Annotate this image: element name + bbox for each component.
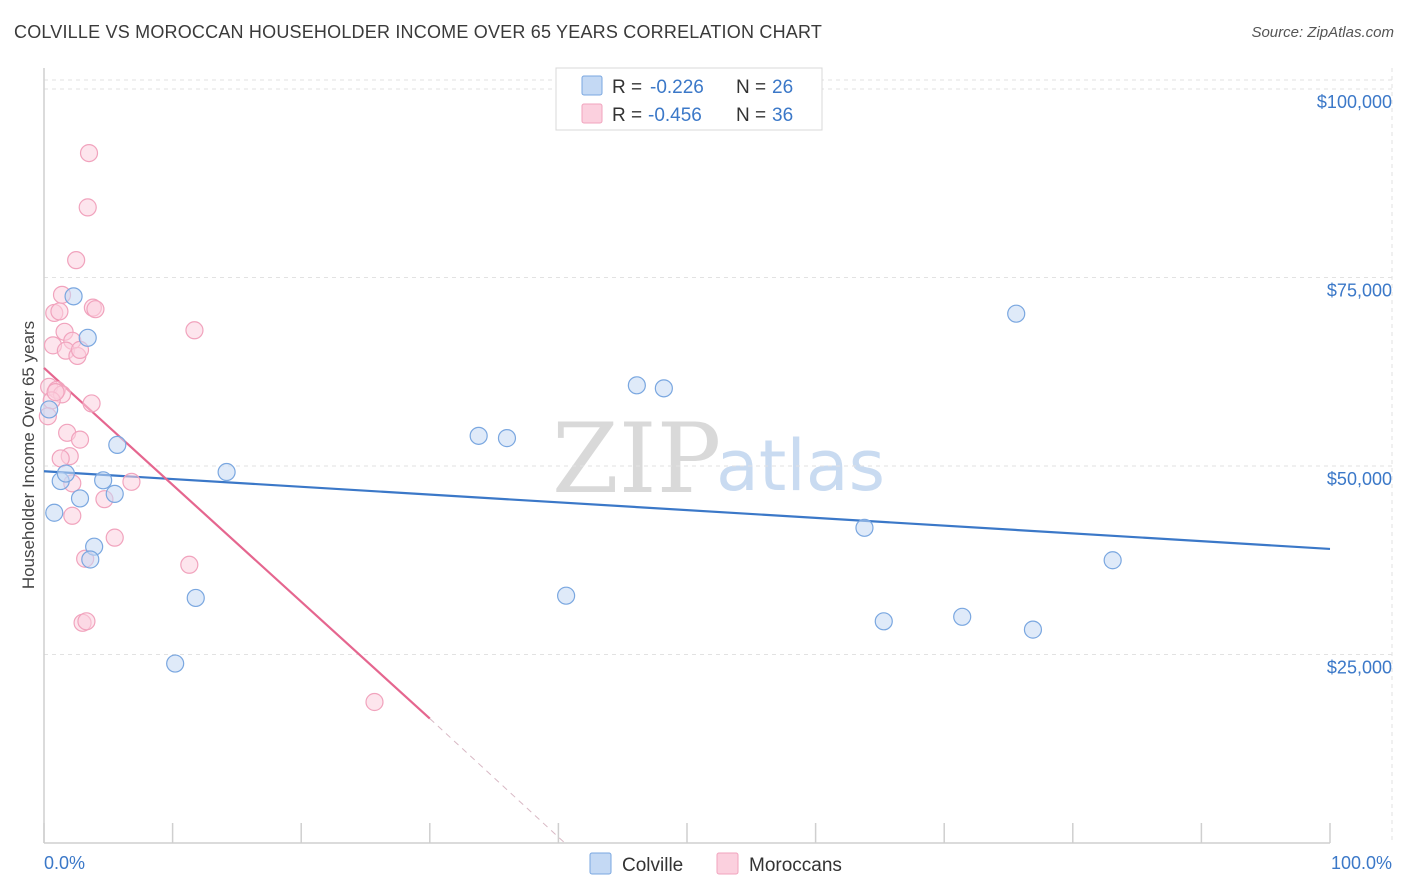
point-colville bbox=[40, 400, 59, 419]
bottom-legend-colville: Colville bbox=[622, 855, 683, 876]
point-colville bbox=[45, 503, 64, 522]
legend-swatch-moroccans bbox=[581, 103, 603, 124]
point-moroccans bbox=[79, 143, 99, 163]
point-moroccans bbox=[78, 198, 97, 217]
point-colville bbox=[186, 588, 205, 608]
legend-r-label: R = bbox=[612, 105, 642, 126]
point-colville bbox=[874, 612, 893, 631]
legend-n-moroccans: 36 bbox=[772, 105, 793, 126]
point-colville bbox=[1023, 620, 1043, 639]
point-colville bbox=[497, 429, 517, 448]
legend-n-colville: 26 bbox=[772, 77, 793, 98]
point-colville bbox=[469, 426, 488, 445]
watermark-atlas: atlas bbox=[716, 425, 885, 507]
point-moroccans bbox=[70, 430, 90, 449]
point-colville bbox=[108, 435, 127, 454]
point-moroccans bbox=[82, 394, 101, 413]
point-moroccans bbox=[77, 612, 96, 631]
legend-r-colville: -0.226 bbox=[650, 77, 704, 98]
chart-title: COLVILLE VS MOROCCAN HOUSEHOLDER INCOME … bbox=[14, 22, 823, 42]
trend-line-moroccans bbox=[43, 367, 431, 720]
point-colville bbox=[627, 376, 646, 395]
point-moroccans bbox=[180, 555, 199, 574]
trend-line-colville bbox=[43, 470, 1331, 551]
bottom-legend-swatch-colville bbox=[589, 852, 612, 875]
trend-line-moroccans-extension bbox=[429, 718, 566, 844]
point-moroccans bbox=[86, 300, 105, 319]
point-colville bbox=[56, 464, 75, 483]
point-moroccans bbox=[105, 528, 124, 547]
y-tick-label: $50,000 bbox=[1327, 469, 1392, 489]
point-moroccans bbox=[50, 302, 69, 321]
bottom-legend-moroccans: Moroccans bbox=[749, 855, 842, 876]
point-colville bbox=[81, 550, 100, 569]
legend-swatch-colville bbox=[581, 75, 603, 96]
y-tick-labels: $25,000 $50,000 $75,000 $100,000 bbox=[1317, 92, 1392, 678]
point-colville bbox=[94, 471, 113, 490]
y-tick-label: $100,000 bbox=[1317, 92, 1392, 112]
trend-lines bbox=[43, 367, 1331, 844]
x-tick-labels: 0.0% 100.0% bbox=[44, 853, 1392, 873]
legend-r-moroccans: -0.456 bbox=[648, 105, 702, 126]
legend-n-label: N = bbox=[736, 77, 766, 98]
point-moroccans bbox=[185, 321, 204, 340]
data-points bbox=[38, 143, 1122, 712]
legend-n-label: N = bbox=[736, 105, 766, 126]
y-tick-label: $75,000 bbox=[1327, 281, 1392, 301]
point-colville bbox=[105, 484, 124, 503]
y-axis-title: Householder Income Over 65 years bbox=[19, 321, 38, 589]
series-legend: Colville Moroccans bbox=[589, 852, 842, 876]
x-tick-label-min: 0.0% bbox=[44, 853, 85, 873]
bottom-legend-swatch-moroccans bbox=[716, 852, 739, 875]
point-colville bbox=[855, 518, 874, 537]
point-moroccans bbox=[365, 692, 384, 712]
point-colville bbox=[166, 654, 185, 673]
legend-r-label: R = bbox=[612, 77, 642, 98]
point-moroccans bbox=[46, 383, 65, 402]
point-moroccans bbox=[67, 251, 86, 270]
point-colville bbox=[1007, 304, 1026, 323]
point-colville bbox=[953, 607, 972, 626]
point-moroccans bbox=[63, 506, 82, 525]
point-colville bbox=[217, 462, 236, 482]
source-credit: Source: ZipAtlas.com bbox=[1251, 24, 1394, 41]
y-tick-label: $25,000 bbox=[1327, 658, 1392, 678]
point-colville bbox=[557, 586, 576, 605]
gridlines bbox=[44, 79, 1392, 655]
correlation-legend: R = -0.226 N = 26 R = -0.456 N = 36 bbox=[555, 67, 823, 131]
point-colville bbox=[78, 328, 97, 347]
watermark-zip: ZIP bbox=[552, 403, 721, 515]
point-colville bbox=[70, 489, 90, 508]
point-colville bbox=[1103, 551, 1122, 570]
point-moroccans bbox=[122, 472, 141, 491]
x-tick-label-max: 100.0% bbox=[1331, 853, 1392, 873]
point-colville bbox=[64, 287, 83, 306]
point-moroccans bbox=[51, 449, 70, 468]
point-colville bbox=[654, 379, 673, 398]
axes bbox=[43, 68, 1393, 844]
